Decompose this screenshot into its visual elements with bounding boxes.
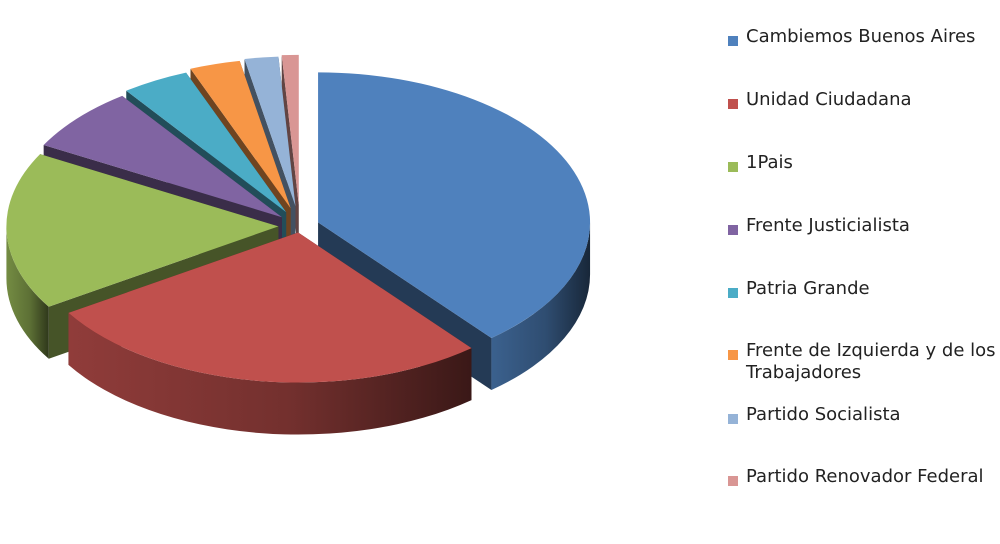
pie-slice-side bbox=[68, 312, 472, 435]
legend-swatch bbox=[728, 99, 738, 109]
legend-label: Frente de Izquierda y de los Trabajadore… bbox=[746, 340, 996, 383]
legend-item: Partido Renovador Federal bbox=[728, 466, 998, 488]
legend-swatch bbox=[728, 414, 738, 424]
legend-swatch bbox=[728, 288, 738, 298]
pie-slice bbox=[68, 232, 472, 435]
legend-label: 1Pais bbox=[746, 152, 793, 173]
pie-slice-top bbox=[68, 232, 472, 383]
legend-label: Partido Renovador Federal bbox=[746, 466, 984, 487]
pie-slice-top bbox=[43, 95, 282, 218]
legend-label: Frente Justicialista bbox=[746, 215, 910, 236]
legend-label: Patria Grande bbox=[746, 278, 870, 299]
legend-swatch bbox=[728, 225, 738, 235]
legend-swatch bbox=[728, 476, 738, 486]
legend-item: 1Pais bbox=[728, 152, 998, 174]
legend-label: Cambiemos Buenos Aires bbox=[746, 26, 976, 47]
pie-slice-top bbox=[281, 54, 299, 205]
legend-item: Unidad Ciudadana bbox=[728, 89, 998, 111]
pie-slice-top bbox=[190, 60, 291, 209]
legend-item: Cambiemos Buenos Aires bbox=[728, 26, 998, 48]
legend-swatch bbox=[728, 350, 738, 360]
legend-swatch bbox=[728, 162, 738, 172]
pie-slice-top bbox=[318, 72, 591, 338]
legend-item: Frente de Izquierda y de los Trabajadore… bbox=[728, 340, 998, 384]
pie-chart-svg bbox=[6, 54, 591, 435]
pie-slice-side bbox=[491, 222, 591, 390]
pie-slice-top bbox=[6, 154, 279, 307]
pie-slice-top bbox=[244, 56, 296, 207]
legend-item: Patria Grande bbox=[728, 278, 998, 300]
legend-label: Unidad Ciudadana bbox=[746, 89, 912, 110]
pie-slice-top bbox=[126, 72, 287, 213]
pie-slice-side bbox=[6, 226, 49, 359]
legend-item: Frente Justicialista bbox=[728, 215, 998, 237]
pie-chart bbox=[6, 54, 591, 435]
legend-item: Partido Socialista bbox=[728, 404, 998, 426]
legend-swatch bbox=[728, 36, 738, 46]
legend-label: Partido Socialista bbox=[746, 404, 901, 425]
